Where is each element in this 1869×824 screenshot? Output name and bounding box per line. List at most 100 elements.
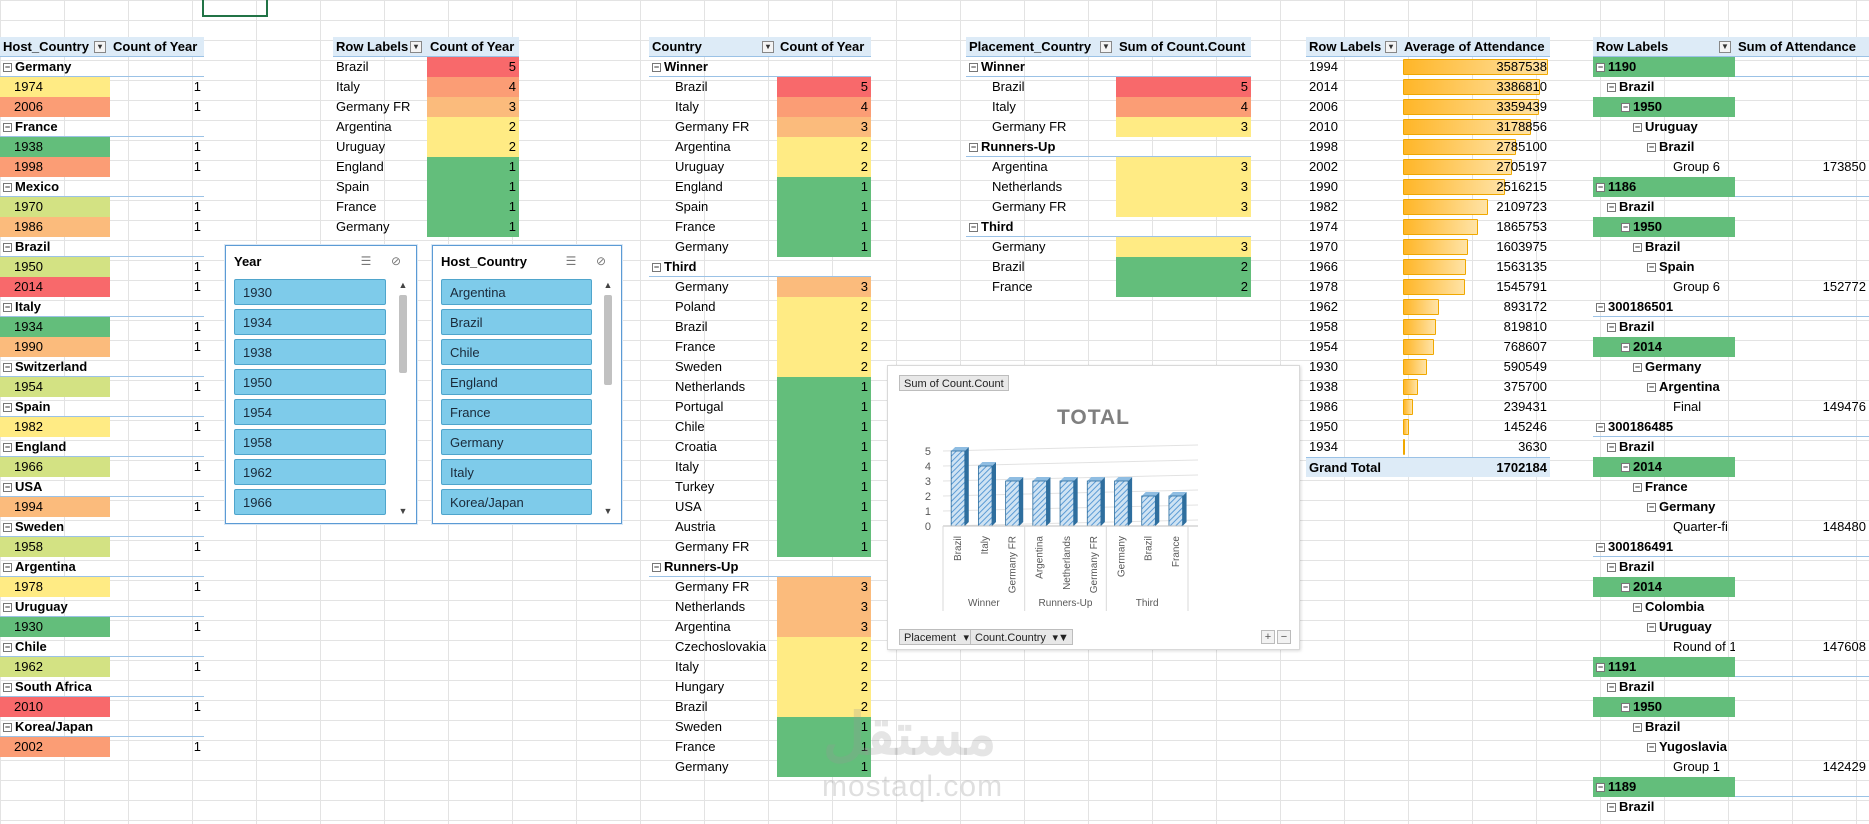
tree-node[interactable]: −2014 <box>1621 337 1735 357</box>
tree-node[interactable]: − Yugoslavia <box>1647 737 1735 757</box>
scroll-down-arrow-icon[interactable]: ▼ <box>603 506 613 516</box>
scroll-thumb[interactable] <box>604 295 612 385</box>
slicer-scrollbar[interactable]: ▲ ▼ <box>601 279 615 519</box>
collapse-icon[interactable]: − <box>1621 702 1630 712</box>
collapse-icon[interactable]: − <box>1621 222 1630 232</box>
collapse-icon[interactable]: − <box>1607 802 1616 812</box>
slicer-item[interactable]: 1930 <box>234 279 386 305</box>
collapse-icon[interactable]: − <box>1596 422 1605 432</box>
collapse-icon[interactable]: − <box>1647 742 1656 752</box>
collapse-icon[interactable]: − <box>1621 462 1630 472</box>
tree-node[interactable]: −1950 <box>1621 697 1735 717</box>
filter-dropdown-icon[interactable]: ▾ <box>410 41 422 53</box>
group-label[interactable]: − Korea/Japan <box>0 717 204 737</box>
tree-node[interactable]: − Brazil <box>1607 317 1735 337</box>
tree-node[interactable]: − Colombia <box>1633 597 1735 617</box>
group-label[interactable]: − Italy <box>0 297 204 317</box>
filter-applied-icon[interactable]: ▼ <box>1100 41 1112 53</box>
collapse-icon[interactable]: − <box>1596 302 1605 312</box>
collapse-icon[interactable]: − <box>969 142 978 152</box>
slicer-host-country[interactable]: Host_Country ☰ ⊘ ▲ ▼ Argentina Brazil Chil… <box>432 245 622 524</box>
collapse-icon[interactable]: − <box>3 722 12 732</box>
slicer-item[interactable]: Korea/Japan <box>441 489 592 515</box>
collapse-icon[interactable]: − <box>1596 542 1605 552</box>
collapse-icon[interactable]: − <box>969 222 978 232</box>
group-label[interactable]: − Winner <box>649 57 871 77</box>
tree-node[interactable]: −2014 <box>1621 577 1735 597</box>
tree-node[interactable]: − Brazil <box>1607 77 1735 97</box>
collapse-icon[interactable]: − <box>1647 262 1656 272</box>
scroll-down-arrow-icon[interactable]: ▼ <box>398 506 408 516</box>
collapse-icon[interactable]: − <box>3 182 12 192</box>
slicer-item[interactable]: 1958 <box>234 429 386 455</box>
slicer-item[interactable]: 1938 <box>234 339 386 365</box>
tree-node[interactable]: −1950 <box>1621 217 1735 237</box>
slicer-item[interactable]: 1954 <box>234 399 386 425</box>
country-filter-button[interactable]: Count.Country ▾▼ <box>970 629 1073 645</box>
collapse-icon[interactable]: − <box>3 562 12 572</box>
collapse-icon[interactable]: − <box>1607 442 1616 452</box>
slicer-scrollbar[interactable]: ▲ ▼ <box>396 279 410 519</box>
slicer-item[interactable]: Italy <box>441 459 592 485</box>
tree-node[interactable]: − Argentina <box>1647 377 1735 397</box>
collapse-icon[interactable]: − <box>1621 582 1630 592</box>
collapse-icon[interactable]: − <box>1647 502 1656 512</box>
tree-node[interactable]: −1191 <box>1596 657 1735 677</box>
collapse-icon[interactable]: − <box>652 262 661 272</box>
collapse-field-button[interactable]: − <box>1277 630 1291 644</box>
collapse-icon[interactable]: − <box>652 62 661 72</box>
collapse-icon[interactable]: − <box>1596 662 1605 672</box>
tree-node[interactable]: − Germany <box>1633 357 1735 377</box>
slicer-item[interactable]: Brazil <box>441 309 592 335</box>
collapse-icon[interactable]: − <box>1633 482 1642 492</box>
collapse-icon[interactable]: − <box>3 522 12 532</box>
slicer-item[interactable]: Chile <box>441 339 592 365</box>
tree-node[interactable]: − Germany <box>1647 497 1735 517</box>
tree-node[interactable]: −1189 <box>1596 777 1735 797</box>
tree-node[interactable]: − Brazil <box>1633 237 1735 257</box>
collapse-icon[interactable]: − <box>652 562 661 572</box>
group-label[interactable]: − Winner <box>966 57 1251 77</box>
collapse-icon[interactable]: − <box>1633 242 1642 252</box>
scroll-up-arrow-icon[interactable]: ▲ <box>398 280 408 290</box>
tree-node[interactable]: − France <box>1633 477 1735 497</box>
group-label[interactable]: − Third <box>966 217 1251 237</box>
filter-dropdown-icon[interactable]: ▾ <box>762 41 774 53</box>
group-label[interactable]: − Brazil <box>0 237 204 257</box>
slicer-item[interactable]: 1962 <box>234 459 386 485</box>
tree-node[interactable]: −2014 <box>1621 457 1735 477</box>
group-label[interactable]: − England <box>0 437 204 457</box>
group-label[interactable]: − Uruguay <box>0 597 204 617</box>
selected-cell[interactable] <box>202 0 268 17</box>
group-label[interactable]: − South Africa <box>0 677 204 697</box>
group-label[interactable]: − Sweden <box>0 517 204 537</box>
group-label[interactable]: − Runners-Up <box>966 137 1251 157</box>
tree-node[interactable]: − Brazil <box>1633 717 1735 737</box>
expand-field-button[interactable]: + <box>1261 630 1275 644</box>
collapse-icon[interactable]: − <box>3 362 12 372</box>
slicer-item[interactable]: Argentina <box>441 279 592 305</box>
tree-node[interactable]: − Uruguay <box>1647 617 1735 637</box>
group-label[interactable]: − Spain <box>0 397 204 417</box>
group-label[interactable]: − Runners-Up <box>649 557 871 577</box>
group-label[interactable]: − Switzerland <box>0 357 204 377</box>
group-label[interactable]: − Chile <box>0 637 204 657</box>
tree-node[interactable]: − Uruguay <box>1633 117 1735 137</box>
collapse-icon[interactable]: − <box>1621 342 1630 352</box>
collapse-icon[interactable]: − <box>1607 682 1616 692</box>
collapse-icon[interactable]: − <box>3 682 12 692</box>
tree-node[interactable]: − Brazil <box>1647 137 1735 157</box>
slicer-year[interactable]: Year ☰ ⊘ ▲ ▼ 1930 1934 1938 1950 1954 1958 196… <box>225 245 417 524</box>
collapse-icon[interactable]: − <box>1596 62 1605 72</box>
multi-select-icon[interactable]: ☰ <box>565 254 577 268</box>
tree-node[interactable]: − Brazil <box>1607 197 1735 217</box>
tree-node[interactable]: −300186501 <box>1596 297 1735 317</box>
tree-node[interactable]: −1190 <box>1596 57 1735 77</box>
scroll-thumb[interactable] <box>399 295 407 373</box>
slicer-item[interactable]: 1966 <box>234 489 386 515</box>
collapse-icon[interactable]: − <box>1633 602 1642 612</box>
tree-node[interactable]: −300186485 <box>1596 417 1735 437</box>
collapse-icon[interactable]: − <box>3 122 12 132</box>
tree-node[interactable]: −1186 <box>1596 177 1735 197</box>
collapse-icon[interactable]: − <box>3 62 12 72</box>
